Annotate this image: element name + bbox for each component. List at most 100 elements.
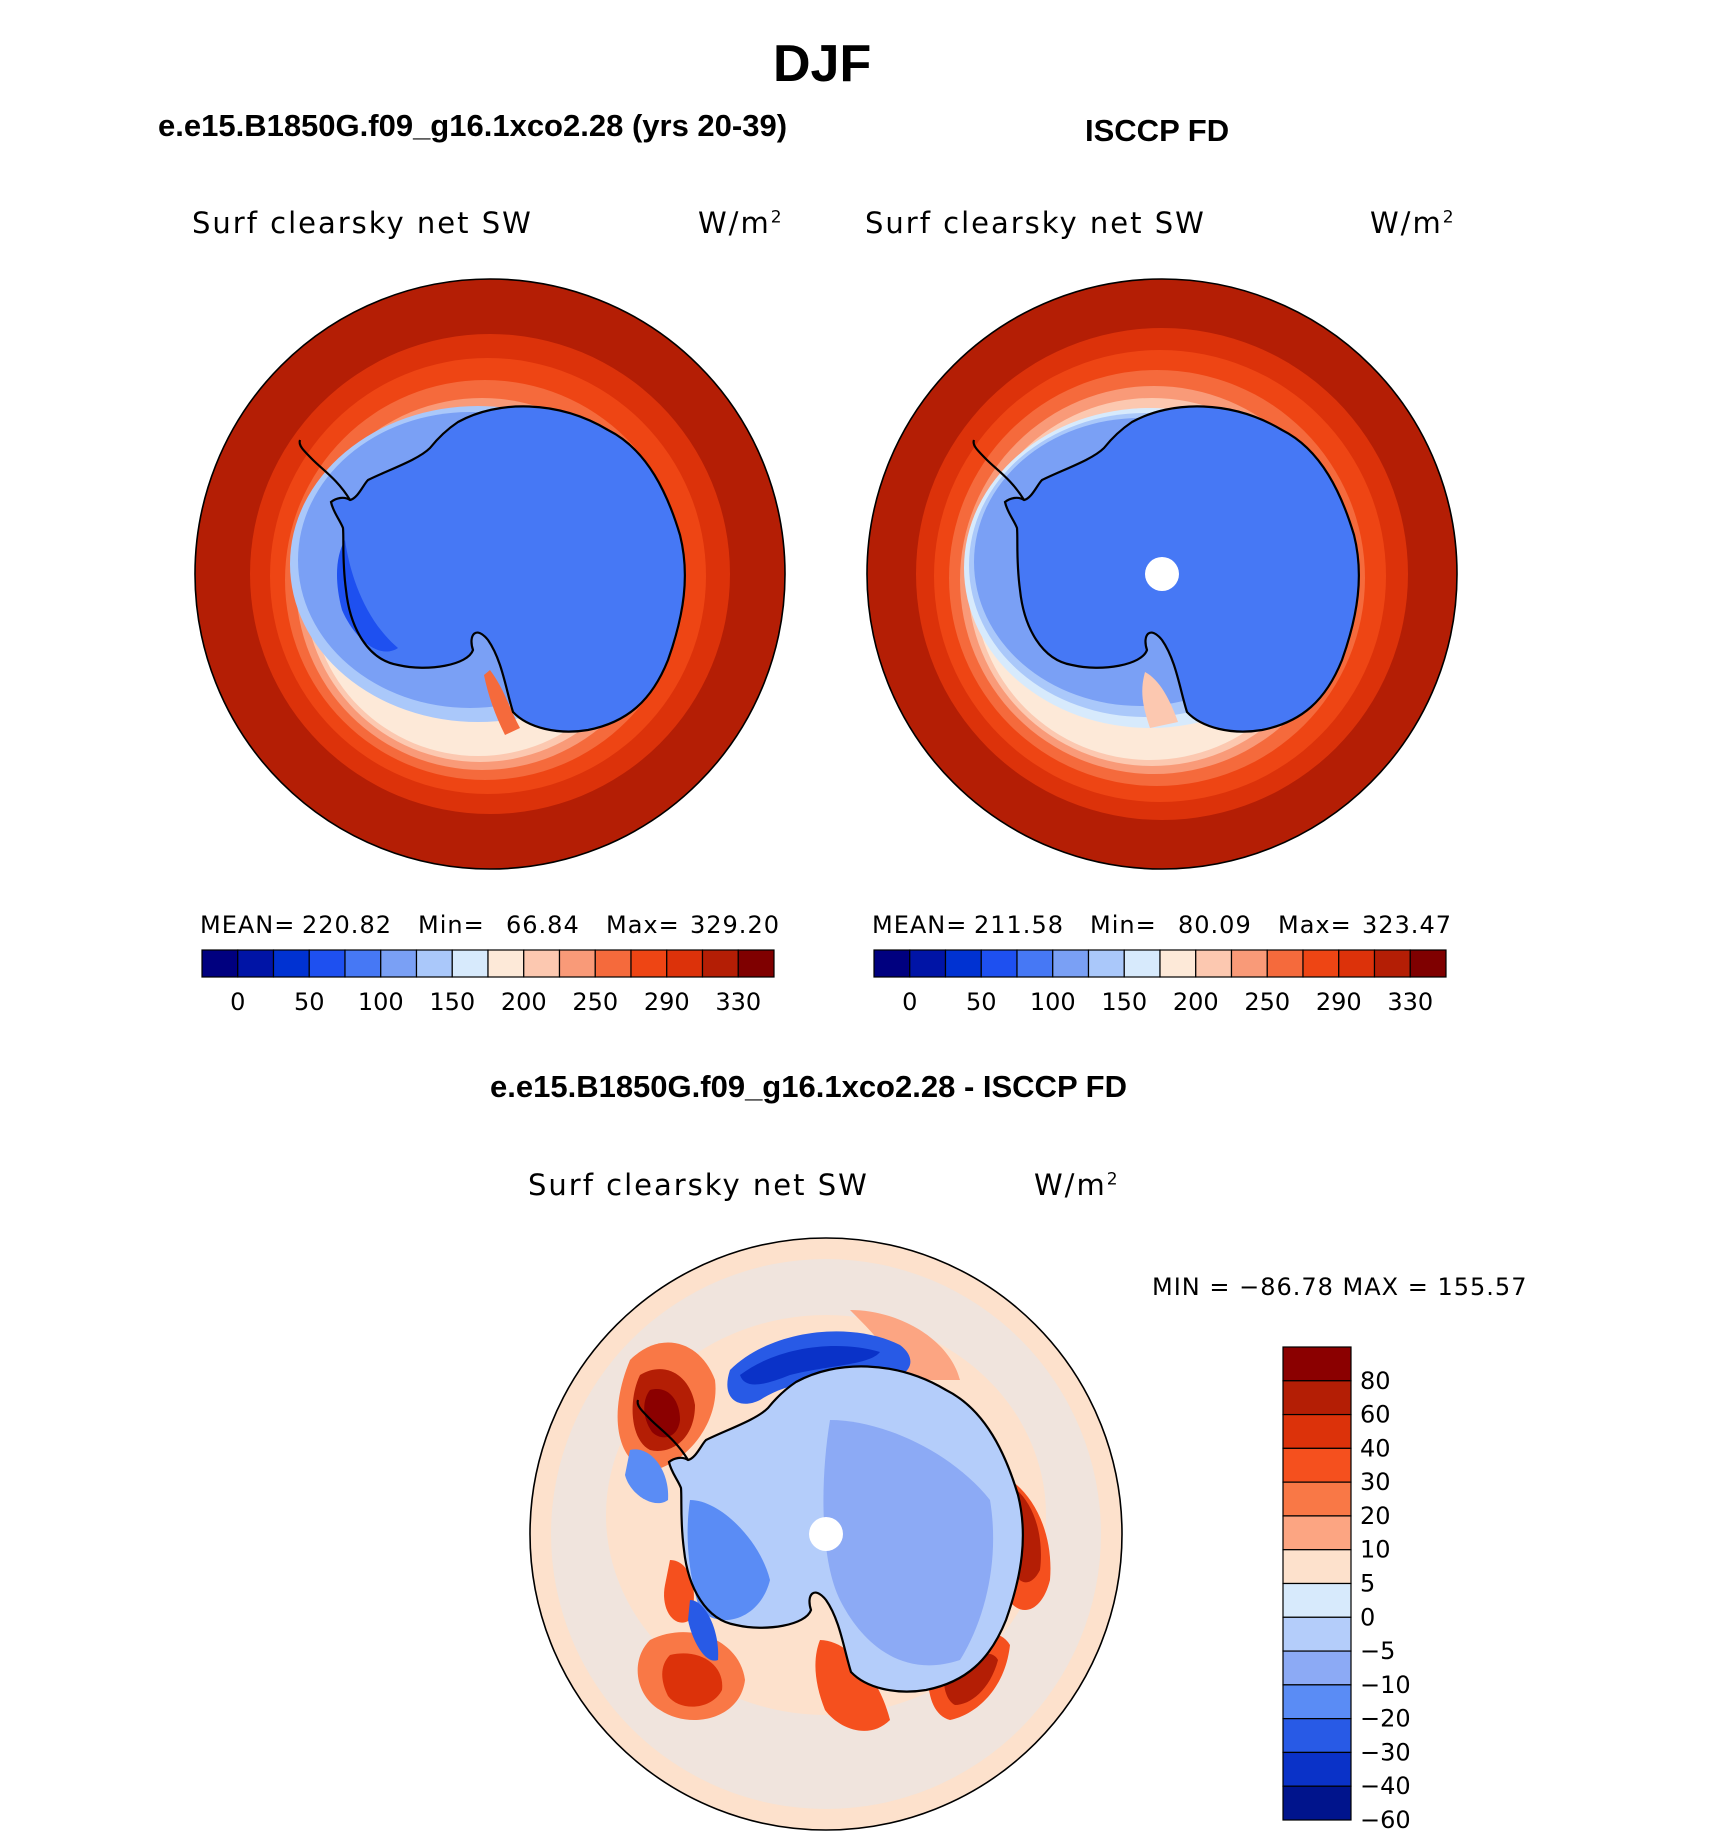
diff-minmax-label: MIN = −86.78 MAX = 155.57 xyxy=(1152,1273,1528,1301)
left-colorbar-tick-label: 290 xyxy=(644,988,690,1016)
right-mean-value: 211.58 xyxy=(974,911,1064,939)
diff-units-exp: 2 xyxy=(1106,1169,1120,1190)
panel-left-title: e.e15.B1850G.f09_g16.1xco2.28 (yrs 20-39… xyxy=(158,108,788,143)
right-colorbar-swatch xyxy=(1052,949,1090,978)
left-units-exp: 2 xyxy=(770,207,784,228)
diff-colorbar-swatch xyxy=(1282,1751,1352,1787)
left-colorbar-swatch xyxy=(666,949,704,978)
left-units-label: W/m2 xyxy=(698,206,784,240)
right-max-label: Max= xyxy=(1278,911,1352,939)
diff-colorbar-tick-label: −60 xyxy=(1360,1806,1411,1834)
right-colorbar-tick-label: 200 xyxy=(1173,988,1219,1016)
diff-colorbar-swatch xyxy=(1282,1380,1352,1416)
right-colorbar-tick-label: 50 xyxy=(966,988,997,1016)
left-variable-label: Surf clearsky net SW xyxy=(192,206,533,240)
diff-colorbar-swatch xyxy=(1282,1549,1352,1585)
left-colorbar-swatch xyxy=(201,949,239,978)
diff-colorbar-tick-label: 60 xyxy=(1360,1401,1391,1429)
diff-variable-label: Surf clearsky net SW xyxy=(528,1168,869,1202)
diff-colorbar-swatch xyxy=(1282,1616,1352,1652)
diff-colorbar-swatch xyxy=(1282,1684,1352,1720)
panel-diff-title: e.e15.B1850G.f09_g16.1xco2.28 - ISCCP FD xyxy=(490,1069,1127,1104)
diff-colorbar-swatch xyxy=(1282,1718,1352,1754)
panel-right-title: ISCCP FD xyxy=(1085,113,1230,148)
left-colorbar-swatch xyxy=(701,949,739,978)
left-polar-map xyxy=(194,278,786,870)
diff-units-base: W/m xyxy=(1034,1168,1107,1202)
diff-colorbar-tick-label: −30 xyxy=(1360,1738,1411,1766)
diff-colorbar-tick-label: 20 xyxy=(1360,1502,1391,1530)
right-mean-label: MEAN= xyxy=(872,911,968,939)
main-title: DJF xyxy=(773,35,872,93)
right-units-base: W/m xyxy=(1370,206,1443,240)
diff-colorbar-tick-label: −20 xyxy=(1360,1705,1411,1733)
diff-colorbar-swatch xyxy=(1282,1346,1352,1382)
diff-colorbar-swatch xyxy=(1282,1481,1352,1517)
right-colorbar-swatch xyxy=(1195,949,1233,978)
left-colorbar-swatch xyxy=(451,949,489,978)
left-colorbar-swatch xyxy=(558,949,596,978)
left-mean-value: 220.82 xyxy=(302,911,392,939)
diff-units-label: W/m2 xyxy=(1034,1168,1120,1202)
right-colorbar-swatch xyxy=(909,949,947,978)
left-max-label: Max= xyxy=(606,911,680,939)
right-colorbar-swatch xyxy=(1087,949,1125,978)
diff-colorbar-tick-label: 5 xyxy=(1360,1570,1375,1598)
diff-colorbar-tick-label: −40 xyxy=(1360,1772,1411,1800)
diff-colorbar-swatch xyxy=(1282,1582,1352,1618)
right-colorbar-swatch xyxy=(1338,949,1376,978)
left-colorbar-swatch xyxy=(594,949,632,978)
right-colorbar-tick-label: 0 xyxy=(902,988,917,1016)
left-colorbar-swatch xyxy=(630,949,668,978)
diff-colorbar-swatch xyxy=(1282,1413,1352,1449)
right-colorbar-swatch xyxy=(873,949,911,978)
diff-colorbar-swatch xyxy=(1282,1515,1352,1551)
right-colorbar: 0 50 100 150 200 250 290 330 xyxy=(873,949,1447,1016)
right-colorbar-swatch xyxy=(1302,949,1340,978)
left-colorbar-tick-label: 330 xyxy=(715,988,761,1016)
right-units-label: W/m2 xyxy=(1370,206,1456,240)
diff-colorbar-tick-label: 30 xyxy=(1360,1468,1391,1496)
left-colorbar-tick-label: 200 xyxy=(501,988,547,1016)
left-colorbar-swatch xyxy=(737,949,775,978)
diff-colorbar-swatch xyxy=(1282,1447,1352,1483)
left-colorbar-swatch xyxy=(308,949,346,978)
left-colorbar-swatch xyxy=(380,949,418,978)
right-colorbar-swatch xyxy=(1409,949,1447,978)
diff-colorbar-swatch xyxy=(1282,1650,1352,1686)
diff-colorbar-tick-label: −10 xyxy=(1360,1671,1411,1699)
right-colorbar-swatch xyxy=(1230,949,1268,978)
right-colorbar-tick-label: 100 xyxy=(1030,988,1076,1016)
diff-colorbar-tick-label: −5 xyxy=(1360,1637,1395,1665)
left-colorbar-swatch xyxy=(272,949,310,978)
right-colorbar-tick-label: 250 xyxy=(1244,988,1290,1016)
left-min-label: Min= xyxy=(418,911,485,939)
right-min-value: 80.09 xyxy=(1178,911,1252,939)
diff-colorbar-tick-label: 40 xyxy=(1360,1434,1391,1462)
left-colorbar-tick-label: 0 xyxy=(230,988,245,1016)
left-colorbar-swatch xyxy=(415,949,453,978)
right-colorbar-swatch xyxy=(944,949,982,978)
right-colorbar-swatch xyxy=(1266,949,1304,978)
right-colorbar-swatch xyxy=(980,949,1018,978)
diff-polar-map xyxy=(529,1237,1123,1831)
right-colorbar-tick-label: 150 xyxy=(1101,988,1147,1016)
left-colorbar-swatch xyxy=(237,949,275,978)
right-units-exp: 2 xyxy=(1442,207,1456,228)
left-colorbar-tick-label: 100 xyxy=(358,988,404,1016)
right-colorbar-tick-label: 290 xyxy=(1316,988,1362,1016)
left-colorbar-tick-label: 250 xyxy=(572,988,618,1016)
left-colorbar: 0 50 100 150 200 250 290 330 xyxy=(201,949,775,1016)
left-colorbar-swatch xyxy=(344,949,382,978)
left-colorbar-tick-label: 150 xyxy=(429,988,475,1016)
left-units-base: W/m xyxy=(698,206,771,240)
right-variable-label: Surf clearsky net SW xyxy=(865,206,1206,240)
left-colorbar-tick-label: 50 xyxy=(294,988,325,1016)
diff-colorbar-tick-label: 10 xyxy=(1360,1536,1391,1564)
right-colorbar-swatch xyxy=(1123,949,1161,978)
left-min-value: 66.84 xyxy=(506,911,580,939)
diff-colorbar-tick-label: 80 xyxy=(1360,1367,1391,1395)
left-max-value: 329.20 xyxy=(690,911,780,939)
